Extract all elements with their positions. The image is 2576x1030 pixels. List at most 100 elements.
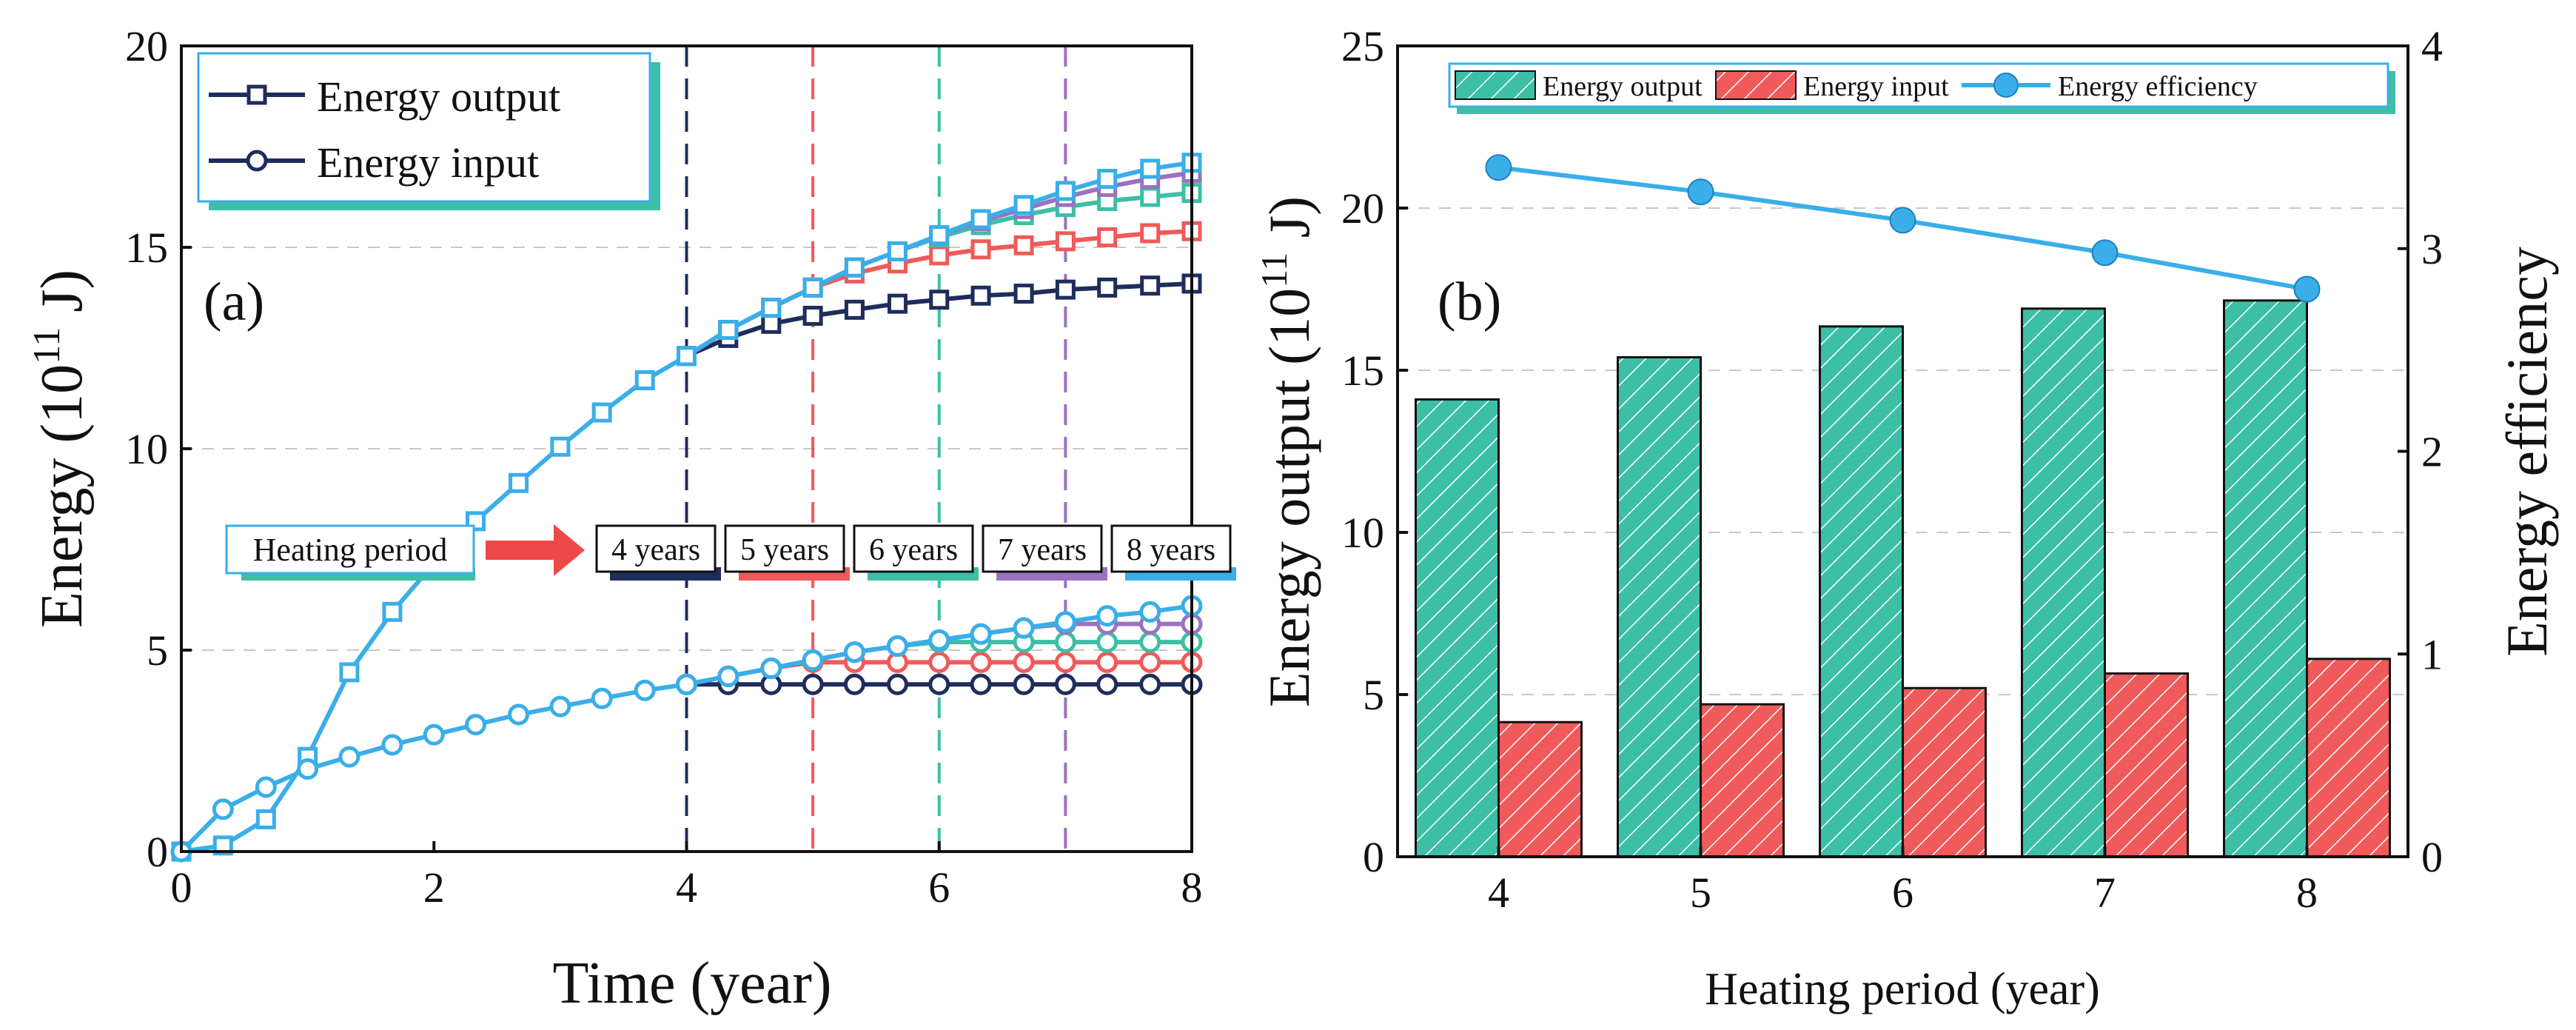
b-y2-axis-label: Energy efficiency: [2495, 247, 2559, 657]
a-period-boxes: 4 years 5 years 6 years 7 years 8 years: [595, 524, 1236, 581]
a-output-common-point: [634, 370, 655, 391]
a-y-tick-label: 20: [125, 22, 168, 70]
a-input-8y-point: [928, 629, 950, 651]
a-output-common-point: [212, 835, 233, 856]
a-input-5y-point: [1054, 651, 1076, 673]
b-output-bar: [1415, 398, 1500, 858]
b-legend: Energy output Energy input Energy effici…: [1448, 62, 2395, 114]
a-y-axis-label: Energy (1011 J): [26, 270, 95, 628]
a-input-6y-point: [1096, 631, 1118, 653]
a-legend-box: [197, 52, 651, 203]
a-series: [170, 153, 1203, 863]
b-efficiency-line: [1485, 154, 2321, 303]
a-input-8y-point: [970, 623, 992, 645]
a-legend-output-marker: [246, 84, 267, 105]
period-box-label: 5 years: [740, 533, 829, 567]
b-efficiency-point: [1485, 154, 1512, 181]
panel-b: 0 5 10 15 20 25 0 1 2 3 4 4 5 6 7 8 (b) Energy output E…: [1253, 22, 2559, 1014]
b-legend-input-label: Energy input: [1803, 71, 1949, 102]
a-input-5y-point: [928, 651, 950, 673]
a-output-common-point: [339, 662, 360, 683]
a-input-common-point: [591, 687, 613, 709]
b-y2-tick-label: 1: [2421, 630, 2443, 678]
a-x-tick-label: 0: [171, 863, 192, 912]
a-output-4y-point: [887, 293, 908, 314]
a-input-4y-point: [843, 673, 865, 695]
a-input-8y-point: [802, 649, 824, 672]
a-output-common-point: [550, 436, 571, 457]
a-output-8y-point: [761, 298, 782, 318]
b-y-tick-label: 5: [1363, 671, 1384, 719]
a-input-8y-point: [1013, 617, 1035, 639]
heating-arrow-shaft: [486, 541, 557, 560]
b-efficiency-point: [2293, 275, 2321, 303]
period-box-label: 4 years: [611, 533, 700, 567]
a-input-common-point: [212, 798, 234, 820]
a-legend: Energy output Energy input: [197, 52, 660, 210]
a-output-5y-point: [929, 245, 950, 266]
b-x-tick-label: 7: [2094, 869, 2116, 917]
a-output-4y-point: [1097, 277, 1118, 298]
a-output-common-point: [255, 809, 276, 829]
b-input-bar: [1700, 703, 1785, 858]
a-output-8y-point: [1055, 181, 1076, 201]
a-axis-ticks: 0 5 10 15 20 0 2 4 6 8: [125, 22, 1203, 912]
period-box: [595, 524, 717, 573]
a-output-5y-point: [1013, 235, 1034, 255]
a-input-5y-point: [1139, 651, 1161, 673]
b-output-bar: [2021, 307, 2106, 858]
a-period-lines: [685, 46, 1067, 852]
period-box: [1110, 524, 1232, 573]
a-output-4y-point: [1140, 275, 1161, 296]
b-y2-tick-label: 2: [2421, 428, 2443, 476]
b-output-bar: [1819, 325, 1904, 858]
a-output-4y-point: [1055, 279, 1076, 300]
b-output-bar: [2223, 299, 2308, 858]
a-y-tick-label: 0: [147, 828, 168, 876]
b-y2-tick-label: 0: [2421, 833, 2443, 881]
b-legend-output-swatch: [1455, 70, 1536, 100]
b-input-bar: [2306, 658, 2391, 858]
a-output-5y-point: [970, 239, 991, 260]
a-heating-annotation: Heating period 4 years 5 years 6 years 7 ye…: [225, 524, 1236, 581]
a-x-tick-label: 4: [676, 863, 697, 912]
a-legend-input-marker: [246, 150, 268, 172]
b-panel-label: (b): [1438, 272, 1501, 332]
a-output-8y-point: [802, 277, 823, 298]
a-output-4y-point: [844, 299, 865, 320]
b-x-axis-label: Heating period (year): [1705, 964, 2100, 1014]
a-input-common-point: [297, 758, 319, 780]
a-input-4y-point: [1139, 673, 1161, 695]
b-efficiency-point: [2091, 239, 2119, 267]
b-y-tick-label: 15: [1341, 347, 1384, 395]
a-input-8y-point: [886, 635, 908, 658]
a-legend-input-label: Energy input: [317, 138, 539, 187]
a-output-4y-point: [929, 290, 950, 310]
a-output-8y-point: [1140, 158, 1161, 179]
a-output-8y-point: [929, 225, 950, 246]
a-output-common-point: [591, 402, 612, 423]
a-input-4y-point: [802, 673, 824, 695]
b-y-tick-label: 0: [1363, 833, 1384, 881]
a-input-common-point: [549, 695, 571, 718]
a-output-4y-point: [761, 313, 782, 334]
a-input-common-point: [676, 673, 697, 695]
a-input-5y-point: [970, 651, 992, 673]
a-output-4y-point: [802, 305, 823, 326]
a-output-4y-point: [1013, 284, 1034, 304]
a-x-axis-label: Time (year): [553, 951, 832, 1016]
period-box: [853, 524, 974, 573]
a-y-tick-label: 15: [125, 224, 168, 272]
b-efficiency-point: [1687, 178, 1714, 206]
a-output-8y-point: [887, 241, 908, 261]
a-input-common-point: [508, 703, 530, 726]
period-box: [724, 524, 845, 573]
b-legend-box: [1448, 62, 2389, 108]
panel-a: 0 5 10 15 20 0 2 4 6 8 (a) Energy output Energy i…: [26, 22, 1236, 1016]
b-input-bar: [1497, 720, 1583, 858]
a-input-common-point: [465, 714, 487, 736]
a-input-6y-point: [1054, 631, 1076, 653]
period-box: [982, 524, 1103, 573]
b-y-tick-label: 20: [1341, 184, 1384, 233]
